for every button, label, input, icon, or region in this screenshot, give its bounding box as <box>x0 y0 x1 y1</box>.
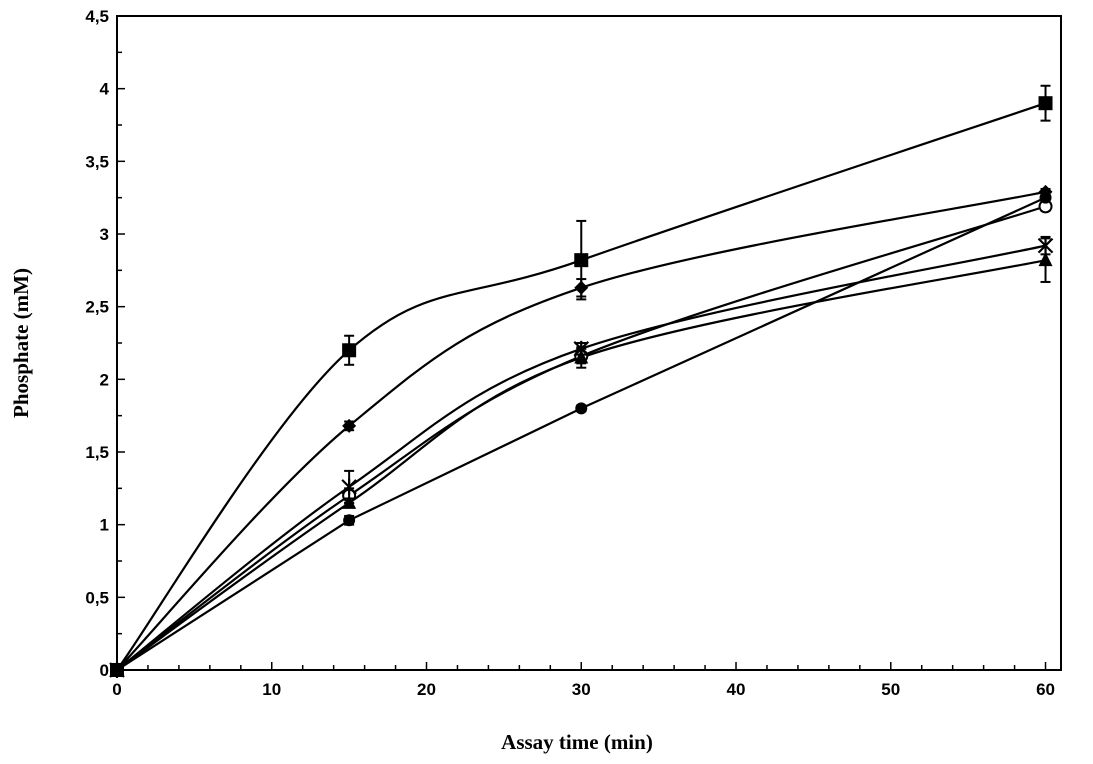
y-tick-label: 3 <box>100 225 109 244</box>
x-tick-label: 50 <box>881 680 900 699</box>
y-tick-label: 4 <box>100 80 110 99</box>
series-line-filled-circle <box>116 196 1046 671</box>
plot-frame <box>116 15 1062 671</box>
marker-filled-circle <box>1039 191 1052 204</box>
x-tick-label: 20 <box>417 680 436 699</box>
marker-star <box>341 478 357 495</box>
y-tick-label: 2 <box>100 370 109 389</box>
x-tick-label: 60 <box>1036 680 1055 699</box>
x-axis-label: Assay time (min) <box>501 730 653 754</box>
marker-triangle <box>1038 252 1053 267</box>
y-tick-label: 1 <box>100 516 109 535</box>
x-tick-label: 40 <box>727 680 746 699</box>
y-tick-label: 0,5 <box>85 588 109 607</box>
y-tick-label: 3,5 <box>85 152 109 171</box>
marker-filled-circle <box>111 664 123 676</box>
x-tick-label: 0 <box>112 680 121 699</box>
series-line-star <box>116 244 1046 671</box>
y-tick-label: 4,5 <box>85 7 109 26</box>
marker-square <box>574 253 589 268</box>
marker-square <box>342 343 357 358</box>
marker-filled-circle <box>343 514 356 527</box>
marker-diamond <box>342 418 357 433</box>
marker-square <box>1038 96 1053 111</box>
series-line-square <box>116 102 1046 671</box>
y-tick-label: 0 <box>100 661 109 680</box>
y-axis-label: Phosphate (mM) <box>9 268 33 418</box>
x-tick-label: 30 <box>572 680 591 699</box>
marker-filled-circle <box>575 402 588 415</box>
series-line-triangle <box>116 259 1046 671</box>
marker-diamond <box>574 280 589 295</box>
y-tick-label: 1,5 <box>85 443 109 462</box>
marker-triangle <box>342 494 357 509</box>
series-line-diamond <box>116 190 1046 671</box>
y-tick-label: 2,5 <box>85 298 109 317</box>
x-tick-label: 10 <box>262 680 281 699</box>
marker-triangle <box>574 349 589 364</box>
